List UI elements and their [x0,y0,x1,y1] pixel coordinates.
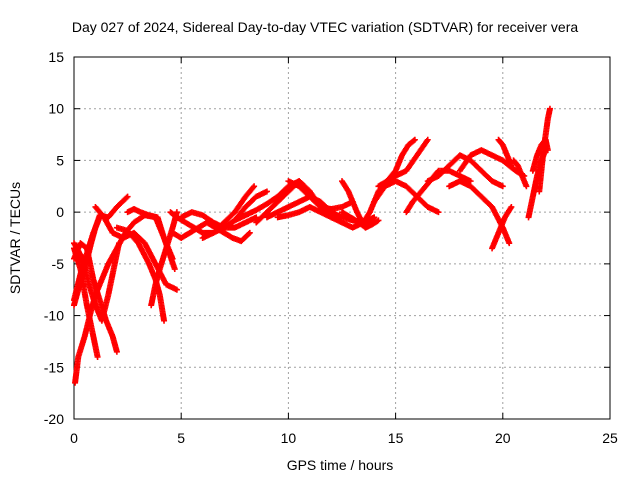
data-point [375,217,382,224]
y-tick-label: -10 [44,308,64,324]
plot-frame [73,56,611,420]
series-arc-14 [199,183,258,241]
data-point [173,209,180,216]
y-tick-label: 15 [48,49,64,65]
data-point [94,353,101,360]
data-point [523,183,530,190]
data-point [161,317,168,324]
data-point [424,136,431,143]
y-tick-label: 10 [48,101,64,117]
series-arc-12 [169,219,253,245]
data-point [253,214,260,221]
data-point [246,229,253,236]
axis-ticks: 0 5 10 15 20 25 -20 -15 -10 -5 0 5 10 15 [44,49,618,446]
data-point [173,286,180,293]
data-point [499,183,506,190]
series-arc-17 [263,193,367,226]
x-tick-label: 15 [388,430,404,446]
data-point [371,214,378,221]
data-point [171,266,178,273]
series-arc-21 [339,209,382,231]
series-arc-6 [71,214,103,304]
data-point [169,255,176,262]
data-point [546,105,553,112]
data-points [71,105,553,386]
data-point [435,209,442,216]
data-point [508,203,515,210]
x-tick-label: 20 [495,430,511,446]
data-point [506,240,513,247]
y-tick-label: 0 [56,204,64,220]
data-point [411,136,418,143]
y-tick-label: -20 [44,411,64,427]
series-arc-30 [495,136,515,169]
data-point [467,178,474,185]
data-point [263,188,270,195]
series-arc-29 [489,203,515,252]
series-arc-27 [446,178,513,247]
data-point [123,194,130,201]
data-point [250,184,257,191]
y-tick-label: -15 [44,359,64,375]
x-tick-label: 0 [70,430,78,446]
data-point [245,230,252,237]
x-tick-label: 5 [177,430,185,446]
data-point [113,348,120,355]
series-arc-19 [285,178,356,213]
y-tick-label: 5 [56,152,64,168]
y-axis-label: SDTVAR / TECUs [7,182,23,294]
data-point [410,137,417,144]
y-tick-label: -5 [52,256,65,272]
x-tick-label: 10 [281,430,297,446]
series-arc-31 [510,157,530,190]
data-point [251,183,258,190]
data-point [124,193,131,200]
series-arc-34 [536,105,553,195]
grid-lines [74,57,610,419]
series-arc-24 [375,136,418,190]
data-point [508,162,515,169]
data-point [370,215,377,222]
x-tick-label: 25 [602,430,618,446]
series-arc-26 [424,152,506,190]
chart-title: Day 027 of 2024, Sidereal Day-to-day VTE… [72,19,578,35]
x-axis-label: GPS time / hours [287,457,394,473]
